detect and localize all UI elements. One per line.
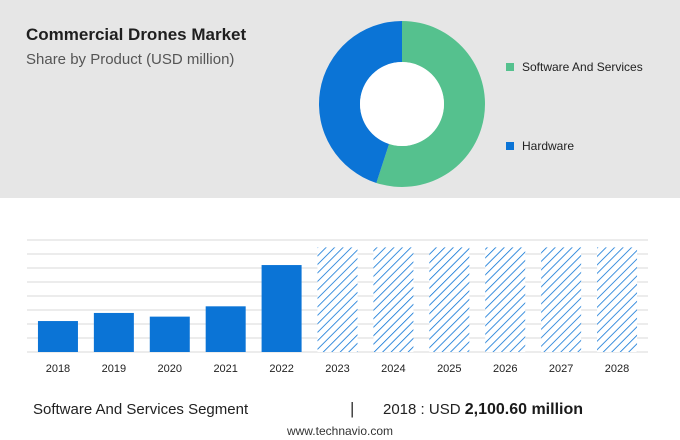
- legend-swatch-software: [506, 63, 514, 71]
- bar-2028: [597, 247, 638, 352]
- legend-item-software: Software And Services: [506, 60, 643, 74]
- bar-2018: [37, 321, 78, 352]
- x-tick-label: 2019: [102, 363, 126, 375]
- segment-label: Software And Services Segment: [33, 401, 249, 418]
- x-tick-label: 2022: [269, 363, 293, 375]
- donut-chart: [319, 21, 485, 188]
- footer-divider: |: [350, 399, 355, 418]
- chart-subtitle: Share by Product (USD million): [26, 51, 235, 68]
- x-tick-label: 2023: [325, 363, 349, 375]
- x-tick-label: 2027: [549, 363, 573, 375]
- donut-hole: [360, 62, 444, 146]
- x-tick-label: 2018: [46, 363, 70, 375]
- x-tick-label: 2026: [493, 363, 517, 375]
- bar-2026: [485, 247, 526, 352]
- segment-year-label: 2018 : USD: [383, 401, 461, 418]
- segment-value: 2018 : USD 2,100.60 million: [383, 401, 583, 419]
- summary-panel: Commercial Drones Market Share by Produc…: [0, 0, 680, 198]
- bar-2027: [541, 247, 582, 352]
- bar-2019: [93, 312, 134, 352]
- bar-2022: [261, 265, 302, 352]
- x-tick-label: 2025: [437, 363, 461, 375]
- donut-slice-software-and-services: [376, 21, 485, 188]
- chart-title: Commercial Drones Market: [26, 25, 247, 44]
- x-tick-label: 2024: [381, 363, 405, 375]
- bar-2020: [149, 316, 190, 352]
- legend-swatch-hardware: [506, 142, 514, 150]
- x-tick-label: 2028: [605, 363, 629, 375]
- x-tick-label: 2021: [213, 363, 237, 375]
- donut-slice-hardware: [319, 21, 402, 183]
- legend-item-hardware: Hardware: [506, 139, 574, 153]
- bar-2024: [373, 247, 414, 352]
- bar-2021: [205, 306, 246, 352]
- legend-label-software: Software And Services: [522, 60, 643, 74]
- bar-2023: [317, 247, 358, 352]
- legend-label-hardware: Hardware: [522, 139, 575, 153]
- bar-chart: 2018 2019 2020 2021 2022 2023 2024 2025 2026 2027…: [27, 239, 648, 375]
- source-link[interactable]: www.technavio.com: [286, 424, 394, 438]
- segment-year-value: 2,100.60 million: [464, 401, 583, 418]
- x-tick-label: 2020: [158, 363, 182, 375]
- bar-2025: [429, 247, 470, 352]
